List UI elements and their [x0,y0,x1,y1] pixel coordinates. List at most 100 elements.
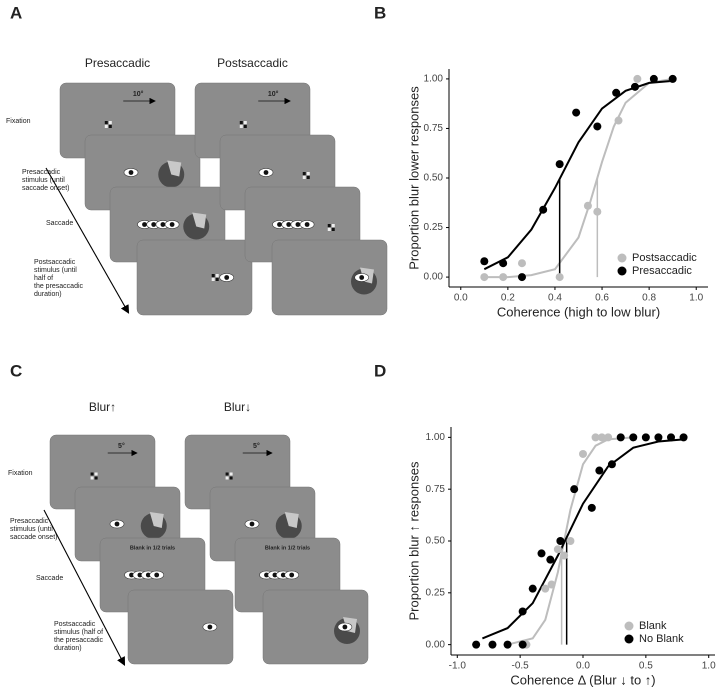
data-point [518,607,527,616]
step-label: the presaccadic [54,637,104,644]
step-label: the presaccadic [34,283,84,290]
data-point [612,88,621,97]
pupil [142,222,147,227]
y-tick-label: 0.75 [424,123,444,134]
fixation-target [327,224,331,227]
y-tick-label: 0.50 [424,173,444,184]
legend-label: Presaccadic [632,265,692,277]
step-label: Saccade [36,575,63,582]
scale-label: 5° [118,442,125,450]
step-label: Postsaccadic [54,621,96,628]
data-point [572,108,581,117]
pupil [277,222,282,227]
legend-marker [617,266,627,276]
data-point [607,460,616,469]
data-point [649,74,658,83]
step-label: stimulus (until [22,177,65,184]
x-tick-label: 1.0 [702,661,716,672]
data-point [528,584,537,593]
pupil [264,572,269,578]
pupil [129,572,134,578]
data-point [518,640,527,649]
data-point [517,259,526,268]
data-point [503,640,512,649]
fixation-target [215,274,219,277]
pupil [342,624,348,630]
data-point [631,82,640,91]
pupil [249,521,255,527]
legend-marker [617,253,627,263]
y-tick-label: 1.00 [426,432,446,443]
pupil [263,170,269,175]
pupil [359,275,365,280]
data-point [556,537,565,545]
step-label: stimulus (half of [54,629,103,636]
pupil [145,572,151,578]
fixation-target [229,472,233,476]
y-tick-label: 0.00 [426,639,446,650]
data-point [555,160,564,169]
pupil [160,222,166,227]
data-point [583,201,592,210]
pupil [224,275,230,280]
x-tick-label: 0.0 [454,293,468,304]
column-header: Postsaccadic [217,56,288,70]
pupil [272,572,278,578]
y-tick-label: 0.25 [426,587,446,598]
fixation-target [331,224,335,227]
fixation-target [306,172,310,175]
x-tick-label: 0.0 [576,661,590,672]
step-label: half of [34,275,53,282]
x-tick-label: -1.0 [449,661,467,672]
pupil [304,222,310,227]
scale-label: 10° [268,90,279,98]
fixation-target [104,121,108,124]
fixation-target [94,472,98,476]
column-header: Blur↓ [224,400,251,414]
x-tick-label: 0.6 [595,293,609,304]
fixation-target [211,278,215,281]
fixation-target [302,176,306,179]
step-label: Saccade [46,220,73,227]
x-tick-label: 0.8 [642,293,656,304]
panel-label: A [10,3,22,22]
data-point [593,207,602,216]
data-point [539,205,548,214]
fixation-target [211,274,215,277]
pupil [295,222,301,227]
blank-label: Blank in 1/2 trials [130,545,175,551]
data-point [546,555,555,564]
fit-curve [483,79,673,271]
step-label: duration) [54,645,82,652]
legend-label: No Blank [639,633,684,645]
y-tick-label: 0.25 [424,222,444,233]
pupil [128,170,134,175]
step-label: duration) [34,291,62,298]
fixation-target [327,228,331,231]
scale-label: 5° [253,442,260,450]
data-point [604,433,613,442]
fixation-target [229,476,233,480]
step-label: stimulus (until [34,267,77,274]
data-point [537,549,546,558]
x-tick-label: 0.2 [501,293,515,304]
blank-label: Blank in 1/2 trials [265,545,310,551]
data-point [667,433,675,442]
fixation-target [239,125,243,128]
x-axis-title: Coherence (high to low blur) [497,304,660,319]
data-point [570,485,579,494]
screen [271,239,388,316]
fixation-target [243,121,247,124]
step-label: Fixation [6,118,31,125]
legend-marker [624,634,634,644]
pupil [169,222,175,227]
pupil [286,222,292,227]
data-point [679,433,688,442]
stimulus-wedge [284,512,299,528]
y-axis-title: Proportion blur lower responses [406,86,421,270]
fixation-target [306,176,310,179]
fixation-target [215,278,219,281]
fixation-target [243,125,247,128]
data-point [472,640,481,649]
data-point [654,433,663,442]
